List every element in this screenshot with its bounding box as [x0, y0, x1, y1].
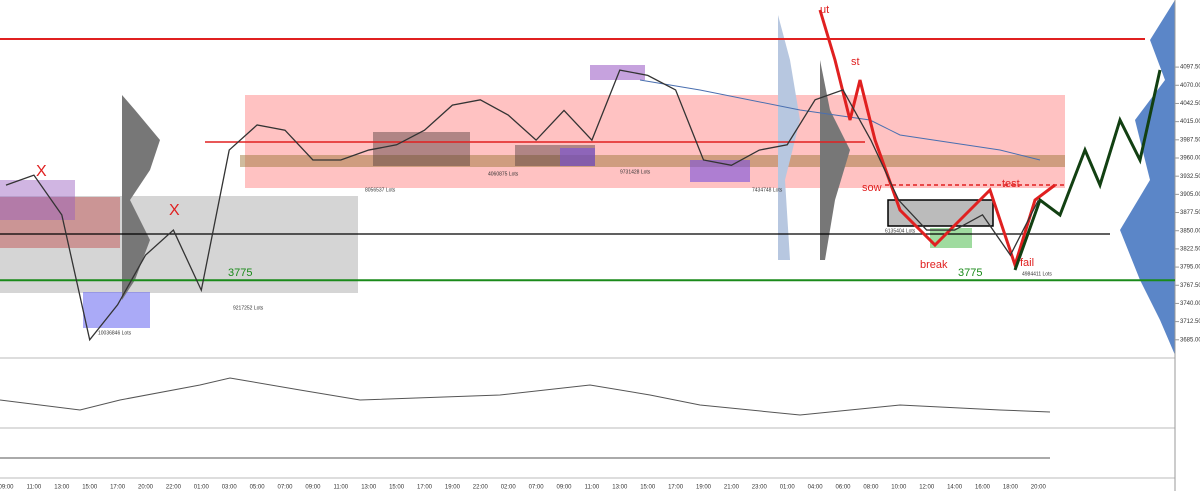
x-tick-label: 04:00	[808, 485, 824, 491]
x-tick-label: 09:00	[305, 485, 321, 491]
y-tick-label: 3960.00	[1180, 156, 1200, 162]
x-tick-label: 09:00	[0, 485, 14, 491]
x-tick-label: 17:00	[417, 485, 433, 491]
y-tick-label: 3767.50	[1180, 283, 1200, 289]
x-tick-label: 19:00	[445, 485, 461, 491]
zone	[930, 228, 972, 248]
lots-label: 8056537 Lots	[365, 187, 396, 193]
y-tick-label: 3905.00	[1180, 192, 1200, 198]
x-tick-label: 13:00	[361, 485, 377, 491]
y-tick-label: 3987.50	[1180, 137, 1200, 143]
zone	[560, 148, 595, 166]
annotation: break	[920, 259, 948, 271]
x-tick-label: 12:00	[919, 485, 935, 491]
x-tick-label: 23:00	[752, 485, 768, 491]
lots-label: 9731428 Lots	[620, 169, 651, 175]
lots-label: 4984411 Lots	[1022, 271, 1052, 277]
forecast-path	[1013, 69, 1162, 271]
volume-profile	[820, 60, 850, 260]
y-tick-label: 4070.00	[1180, 83, 1200, 89]
annotation: ut	[820, 4, 829, 16]
x-tick-label: 20:00	[1031, 485, 1047, 491]
x-tick-label: 18:00	[1003, 485, 1019, 491]
x-tick-label: 20:00	[138, 485, 154, 491]
zone	[590, 65, 645, 80]
volume-profile	[122, 95, 160, 300]
x-tick-label: 05:00	[250, 485, 266, 491]
x-tick-label: 22:00	[166, 485, 182, 491]
volume-profile	[778, 15, 800, 260]
x-tick-label: 02:00	[501, 485, 517, 491]
x-tick-label: 01:00	[780, 485, 796, 491]
x-tick-label: 15:00	[82, 485, 98, 491]
x-tick-label: 15:00	[640, 485, 656, 491]
x-tick-label: 10:00	[891, 485, 907, 491]
x-tick-label: 11:00	[334, 485, 349, 491]
x-tick-label: 16:00	[975, 485, 991, 491]
x-tick-label: 17:00	[668, 485, 684, 491]
x-tick-label: 21:00	[724, 485, 740, 491]
annotation: sow	[862, 182, 882, 194]
x-tick-label: 01:00	[194, 485, 210, 491]
level-label: 3775	[958, 267, 982, 279]
y-tick-label: 3932.50	[1180, 174, 1200, 180]
lots-label: 7434748 Lots	[752, 187, 783, 193]
price-line	[5, 69, 1039, 342]
level-label: 3775	[228, 267, 252, 279]
x-tick-label: 19:00	[696, 485, 712, 491]
x-tick-label: 07:00	[529, 485, 545, 491]
x-tick-label: 17:00	[110, 485, 126, 491]
volume-profile	[1120, 0, 1175, 355]
x-tick-label: 11:00	[27, 485, 42, 491]
annotation: st	[851, 56, 860, 68]
annotation: X	[36, 163, 47, 180]
zone	[373, 132, 470, 166]
x-tick-label: 06:00	[835, 485, 851, 491]
annotation: X	[169, 202, 180, 219]
zone	[0, 197, 120, 248]
x-tick-label: 15:00	[389, 485, 405, 491]
y-tick-label: 3822.50	[1180, 246, 1200, 252]
zone	[690, 160, 750, 182]
x-tick-label: 14:00	[947, 485, 963, 491]
lots-label: 9217252 Lots	[233, 305, 264, 311]
zone	[240, 155, 1065, 167]
y-tick-label: 4042.50	[1180, 101, 1200, 107]
zone	[83, 292, 150, 328]
y-tick-label: 3850.00	[1180, 228, 1200, 234]
y-tick-label: 4015.00	[1180, 119, 1200, 125]
x-tick-label: 11:00	[585, 485, 600, 491]
x-tick-label: 08:00	[863, 485, 879, 491]
lots-label: 4060875 Lots	[488, 171, 519, 177]
x-tick-label: 03:00	[222, 485, 238, 491]
x-tick-label: 13:00	[612, 485, 628, 491]
lots-label: 10036846 Lots	[98, 330, 132, 336]
x-tick-label: 22:00	[473, 485, 489, 491]
x-tick-label: 07:00	[277, 485, 293, 491]
y-tick-label: 3877.50	[1180, 210, 1200, 216]
forecast-path	[818, 9, 1056, 270]
annotation: fail	[1020, 257, 1034, 269]
y-tick-label: 4097.50	[1180, 65, 1200, 71]
x-tick-label: 13:00	[54, 485, 70, 491]
y-tick-label: 3740.00	[1180, 301, 1200, 307]
y-tick-label: 3712.50	[1180, 319, 1200, 325]
zone	[0, 180, 75, 220]
annotation: test	[1002, 178, 1020, 190]
lots-label: 6135404 Lots	[885, 228, 916, 234]
y-tick-label: 3795.00	[1180, 265, 1200, 271]
y-tick-label: 3685.00	[1180, 337, 1200, 343]
x-tick-label: 09:00	[556, 485, 572, 491]
indicator-line	[0, 377, 1051, 416]
